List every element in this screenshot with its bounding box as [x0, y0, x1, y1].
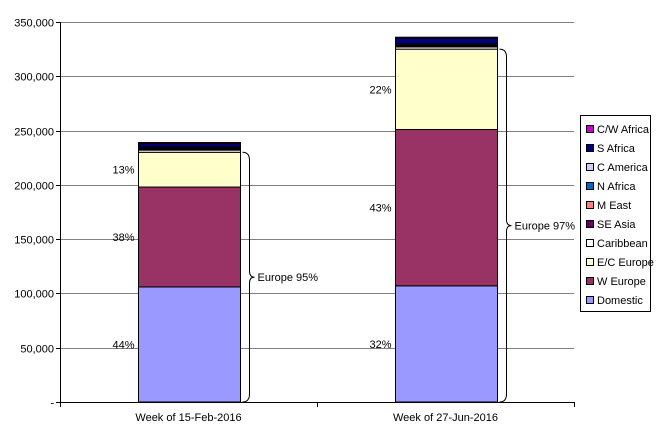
- legend-label: SE Asia: [597, 219, 636, 231]
- legend-swatch: [586, 220, 594, 228]
- bars: [138, 36, 498, 403]
- legend-label: E/C Europe: [597, 257, 654, 269]
- legend-swatch: [586, 277, 594, 285]
- percent-label: 43%: [369, 203, 391, 215]
- percent-label: 38%: [112, 232, 134, 244]
- bar-segment: [138, 186, 241, 288]
- bar-segment: [395, 285, 498, 403]
- percent-label: 13%: [112, 165, 134, 177]
- x-tick-label: Week of 27-Jun-2016: [393, 412, 498, 424]
- legend-label: M East: [597, 200, 631, 212]
- legend-swatch: [586, 144, 594, 152]
- y-tick-label: 300,000: [14, 72, 54, 84]
- bar-segment: [395, 36, 498, 39]
- legend: C/W Africa S Africa C America N Africa M Eas…: [580, 115, 654, 312]
- legend-label: Domestic: [597, 295, 643, 307]
- y-tick-label: 50,000: [20, 344, 54, 356]
- legend-swatch: [586, 182, 594, 190]
- brace-label: Europe 97%: [515, 221, 576, 233]
- legend-label: C/W Africa: [597, 124, 650, 136]
- legend-label: S Africa: [597, 143, 636, 155]
- percent-label: 22%: [369, 84, 391, 96]
- bar-segment: [138, 142, 241, 145]
- europe-brace: [242, 151, 255, 403]
- y-tick-label: 200,000: [14, 181, 54, 193]
- legend-swatch: [586, 125, 594, 133]
- percent-label: 44%: [112, 339, 134, 351]
- y-tick-label: 350,000: [14, 18, 54, 30]
- y-tick-label: 100,000: [14, 289, 54, 301]
- legend-label: Caribbean: [597, 238, 648, 250]
- x-tick-label: Week of 15-Feb-2016: [135, 412, 241, 424]
- y-tick-label: -: [50, 398, 54, 410]
- bar-segment: [395, 128, 498, 287]
- legend-swatch: [586, 296, 594, 304]
- legend-swatch: [586, 258, 594, 266]
- legend-swatch: [586, 201, 594, 209]
- legend-swatch: [586, 239, 594, 247]
- bar-segment: [138, 286, 241, 403]
- bar-segment: [395, 37, 498, 45]
- legend-label: N Africa: [597, 181, 636, 193]
- legend-swatch: [586, 163, 594, 171]
- bar-segment: [138, 151, 241, 188]
- percent-label: 32%: [369, 339, 391, 351]
- legend-label: C America: [597, 162, 649, 174]
- y-tick-label: 150,000: [14, 235, 54, 247]
- y-tick-label: 250,000: [14, 127, 54, 139]
- annotations: 44% 38% 13% Europe 95% 32% 43% 22% Europe 97%: [112, 48, 576, 403]
- bar-segment: [395, 48, 498, 130]
- legend-label: W Europe: [597, 276, 646, 288]
- brace-label: Europe 95%: [258, 272, 319, 284]
- europe-brace: [499, 48, 512, 403]
